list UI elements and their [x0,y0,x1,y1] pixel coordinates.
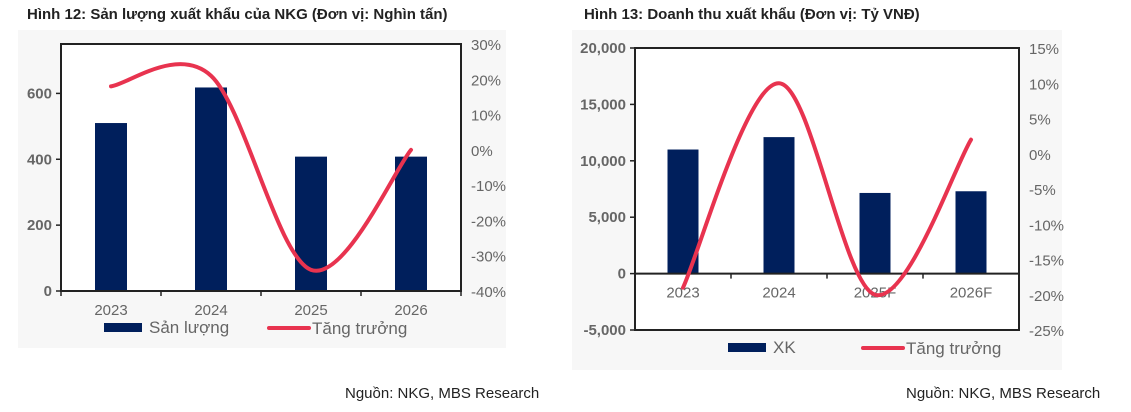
right-tick-label: -40% [471,284,506,301]
left-tick-label: 200 [27,217,52,234]
bar-2025F [859,192,891,274]
right-tick-label: -10% [471,178,506,195]
growth-line [681,81,973,297]
category-label: 2023 [666,285,699,302]
left-tick-label: 0 [44,283,52,300]
bar-2024 [763,137,795,274]
right-tick-label: 30% [471,37,501,54]
right-tick-label: -15% [1029,253,1064,270]
bar-2024 [195,87,227,291]
right-tick-label: 0% [1029,147,1051,164]
category-label: 2023 [94,302,127,319]
chart-1-source: Nguồn: NKG, MBS Research [345,385,540,402]
category-label: 2026F [950,285,993,302]
right-tick-label: 15% [1029,41,1059,58]
category-label: 2026 [394,302,427,319]
bar-2026 [395,156,427,291]
chart-1-title: Hình 12: Sản lượng xuất khẩu của NKG (Đơ… [27,6,448,23]
left-tick-label: 20,000 [580,40,626,57]
legend-bar-label: XK [773,338,796,357]
chart-2-title: Hình 13: Doanh thu xuất khẩu (Đơn vị: Tỷ… [584,6,920,23]
right-tick-label: -30% [471,249,506,266]
left-tick-label: 10,000 [580,153,626,170]
right-tick-label: 10% [471,108,501,125]
left-tick-label: 600 [27,85,52,102]
legend-bar-swatch [728,343,766,352]
right-tick-label: 0% [471,143,493,160]
legend-line-label: Tăng trưởng [312,319,407,338]
category-label: 2024 [762,285,795,302]
left-tick-label: -5,000 [583,322,626,339]
right-tick-label: -20% [471,213,506,230]
right-tick-label: -25% [1029,323,1064,340]
legend-line-label: Tăng trưởng [906,339,1001,358]
category-label: 2025 [294,302,327,319]
growth-line [109,62,413,273]
left-tick-label: 400 [27,151,52,168]
bar-2023 [95,123,127,291]
right-tick-label: -10% [1029,217,1064,234]
legend-bar-swatch [104,323,142,332]
right-tick-label: 10% [1029,76,1059,93]
legend-bar-label: Sản lượng [149,318,229,337]
right-tick-label: -5% [1029,182,1056,199]
right-tick-label: -20% [1029,288,1064,305]
chart-1: 0 200 400 600 30% 20% 10% 0% -10% -20% -30% -40% 202… [27,37,506,338]
right-tick-label: 20% [471,72,501,89]
category-label: 2024 [194,302,227,319]
left-tick-label: 5,000 [588,209,626,226]
plot-area [60,43,462,292]
right-tick-label: 5% [1029,112,1051,129]
bar-2026F [955,191,987,274]
bar-2023 [667,149,699,274]
chart-2-source: Nguồn: NKG, MBS Research [906,385,1101,402]
left-tick-label: 0 [618,266,626,283]
chart-2: 20,000 15,000 10,000 5,000 0 -5,000 15% 10% 5% 0%… [580,40,1064,358]
left-tick-label: 15,000 [580,96,626,113]
